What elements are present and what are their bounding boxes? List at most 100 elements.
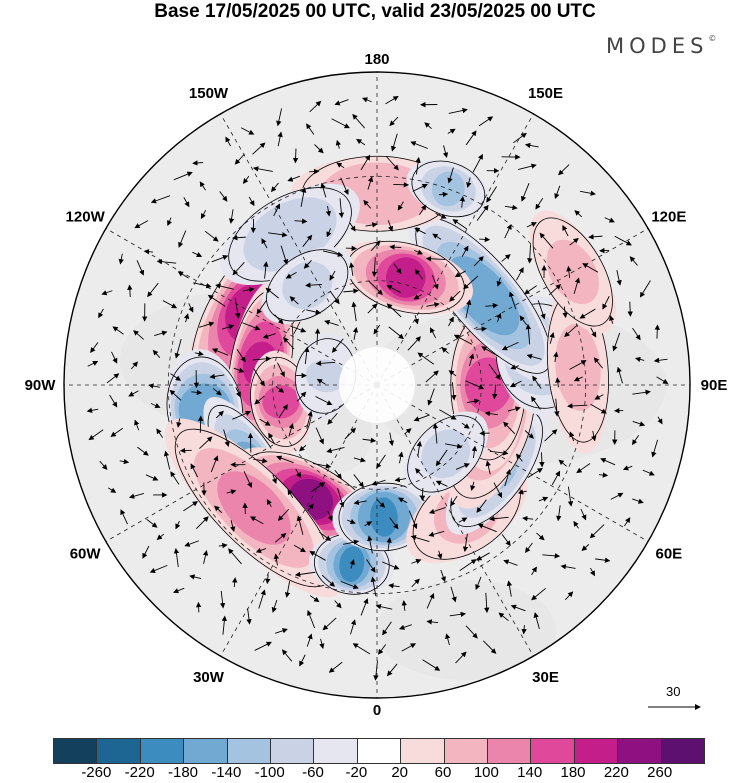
wind-arrow	[567, 486, 574, 507]
wind-arrow	[230, 520, 236, 533]
anomaly-contour	[305, 359, 346, 393]
wind-arrow	[413, 294, 423, 300]
wind-arrow	[292, 148, 299, 164]
wind-arrow	[631, 434, 640, 446]
wind-arrow	[88, 429, 104, 441]
wind-arrow	[493, 482, 503, 499]
wind-arrow	[199, 321, 215, 328]
wind-arrow	[465, 380, 485, 390]
wind-arrow	[188, 303, 194, 313]
wind-arrow	[236, 348, 246, 363]
wind-arrow	[183, 313, 190, 323]
wind-arrow	[309, 551, 326, 561]
wind-arrow	[268, 232, 288, 238]
wind-arrow	[363, 199, 372, 209]
wind-arrow	[526, 353, 542, 360]
wind-arrow	[435, 449, 448, 467]
wind-arrow	[390, 133, 398, 152]
wind-arrow	[473, 256, 484, 267]
wind-arrow	[445, 443, 463, 449]
wind-arrow	[328, 661, 343, 673]
wind-arrow	[476, 499, 487, 513]
wind-arrow	[86, 407, 99, 413]
wind-arrow	[373, 660, 379, 681]
wind-arrow	[566, 265, 572, 279]
wind-arrow	[231, 235, 246, 241]
wind-arrow	[461, 245, 469, 257]
wind-arrow	[148, 383, 160, 389]
wind-arrow	[200, 209, 207, 220]
wind-arrow	[118, 253, 124, 265]
wind-arrow	[484, 410, 498, 417]
map-title: Base 17/05/2025 00 UTC, valid 23/05/2025…	[154, 1, 596, 22]
wind-arrow	[314, 328, 321, 346]
wind-arrow	[612, 332, 621, 352]
polar-map: 180 150E 120E 90E 60E 30E 0 30W 60W 90W 120W 150W	[25, 51, 728, 719]
wind-arrow	[653, 357, 668, 364]
colorbar-tick-label: 260	[647, 764, 673, 781]
wind-arrow	[233, 367, 245, 373]
wind-arrow	[496, 277, 502, 287]
wind-arrow	[174, 338, 182, 359]
wind-arrow	[657, 416, 663, 425]
colorbar-tick-label: 100	[473, 764, 499, 781]
wind-arrow	[558, 164, 570, 176]
wind-arrow	[133, 330, 144, 340]
wind-arrow	[654, 324, 660, 339]
wind-arrow	[422, 659, 441, 671]
wind-arrow	[448, 316, 454, 327]
wind-arrow	[382, 561, 400, 570]
wind-arrow	[253, 458, 268, 464]
wind-arrow	[393, 263, 402, 275]
wind-arrow	[319, 638, 325, 649]
wind-arrow	[426, 302, 440, 308]
wind-arrow	[310, 482, 326, 493]
wind-arrow	[149, 564, 168, 573]
wind-arrow	[370, 576, 377, 597]
wind-arrow	[622, 465, 633, 471]
wind-arrow	[501, 254, 511, 262]
wind-arrow	[388, 583, 400, 589]
wind-arrow	[162, 300, 178, 309]
wind-arrow	[183, 197, 190, 208]
wind-arrow	[192, 160, 204, 166]
wind-arrow	[258, 589, 266, 609]
wind-arrow	[437, 550, 443, 560]
wind-arrow	[504, 204, 518, 211]
wind-arrow	[562, 224, 569, 237]
wind-arrow	[243, 471, 252, 489]
wind-arrow	[554, 398, 560, 417]
wind-arrow	[614, 235, 632, 246]
wind-arrow	[99, 460, 108, 470]
wind-arrow	[108, 487, 117, 493]
longitude-label: 60E	[655, 546, 682, 563]
anomaly-center	[403, 411, 489, 497]
wind-arrow	[322, 617, 337, 631]
wind-arrow	[321, 574, 336, 587]
wind-arrow	[510, 364, 519, 370]
wind-arrow	[478, 116, 494, 127]
wind-arrow	[476, 204, 489, 221]
wind-arrow	[204, 230, 219, 242]
wind-arrow	[428, 530, 445, 537]
wind-arrow	[508, 291, 517, 310]
anomaly-contour	[262, 385, 300, 419]
wind-arrow	[580, 508, 587, 521]
wind-arrow	[265, 287, 280, 299]
wind-arrow	[435, 480, 448, 487]
colorbar-swatch	[97, 739, 141, 763]
wind-arrow	[337, 487, 345, 508]
wind-arrow	[465, 625, 478, 639]
wind-arrow	[521, 625, 527, 635]
wind-arrow	[146, 518, 158, 528]
wind-arrow	[274, 314, 284, 325]
wind-arrow	[412, 183, 428, 192]
wind-arrow	[329, 290, 340, 305]
wind-arrow	[445, 633, 451, 646]
wind-arrow	[156, 428, 164, 438]
wind-arrow	[394, 476, 407, 483]
wind-arrow	[598, 472, 609, 478]
wind-arrow	[385, 96, 399, 105]
wind-arrow	[276, 108, 283, 127]
anomaly-contour	[344, 168, 410, 219]
